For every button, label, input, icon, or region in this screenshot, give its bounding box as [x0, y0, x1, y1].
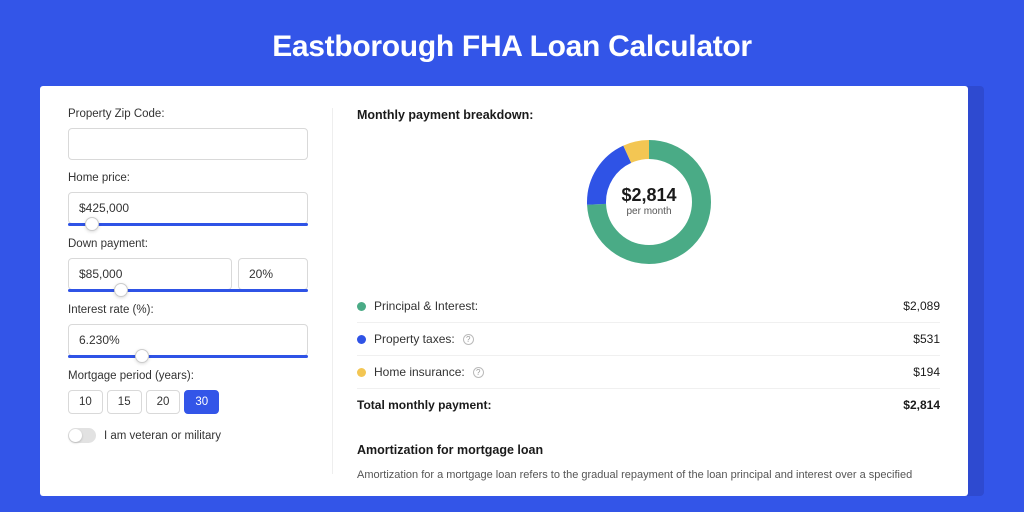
down-payment-slider-thumb[interactable] [114, 283, 128, 297]
legend-label-text: Principal & Interest: [374, 299, 478, 313]
total-row: Total monthly payment: $2,814 [357, 389, 940, 421]
donut-svg: $2,814per month [587, 140, 711, 264]
total-label: Total monthly payment: [357, 398, 491, 412]
breakdown-column: Monthly payment breakdown: $2,814per mon… [332, 108, 940, 474]
legend-value: $2,089 [903, 299, 940, 313]
home-price-label: Home price: [68, 172, 308, 184]
info-icon[interactable]: ? [463, 334, 474, 345]
page-title: Eastborough FHA Loan Calculator [40, 30, 984, 64]
legend-label: Property taxes:? [357, 332, 474, 346]
veteran-row: I am veteran or military [68, 428, 308, 443]
interest-slider[interactable] [68, 355, 308, 358]
interest-input[interactable] [68, 324, 308, 356]
legend: Principal & Interest: $2,089 Property taxe… [357, 290, 940, 389]
down-payment-pct-input[interactable] [238, 258, 308, 290]
legend-dot [357, 368, 366, 377]
zip-input[interactable] [68, 128, 308, 160]
legend-value: $531 [913, 332, 940, 346]
breakdown-title: Monthly payment breakdown: [357, 108, 940, 122]
period-group: Mortgage period (years): 10152030 [68, 370, 308, 414]
zip-label: Property Zip Code: [68, 108, 308, 120]
legend-label-text: Property taxes: [374, 332, 455, 346]
veteran-label: I am veteran or military [104, 430, 221, 442]
period-label: Mortgage period (years): [68, 370, 308, 382]
down-payment-slider[interactable] [68, 289, 308, 292]
home-price-input[interactable] [68, 192, 308, 224]
home-price-slider-thumb[interactable] [85, 217, 99, 231]
period-button-30[interactable]: 30 [184, 390, 219, 414]
legend-label-text: Home insurance: [374, 365, 465, 379]
veteran-toggle-knob [69, 429, 82, 442]
home-price-slider[interactable] [68, 223, 308, 226]
down-payment-group: Down payment: [68, 238, 308, 292]
donut-center-amount: $2,814 [621, 185, 676, 205]
interest-group: Interest rate (%): [68, 304, 308, 358]
legend-value: $194 [913, 365, 940, 379]
legend-row: Principal & Interest: $2,089 [357, 290, 940, 323]
interest-slider-thumb[interactable] [135, 349, 149, 363]
veteran-toggle[interactable] [68, 428, 96, 443]
amortization-text: Amortization for a mortgage loan refers … [357, 467, 940, 484]
down-payment-input[interactable] [68, 258, 232, 290]
period-button-15[interactable]: 15 [107, 390, 142, 414]
down-payment-label: Down payment: [68, 238, 308, 250]
amortization-title: Amortization for mortgage loan [357, 443, 940, 457]
donut-center-sub: per month [626, 206, 671, 217]
legend-dot [357, 335, 366, 344]
legend-label: Home insurance:? [357, 365, 484, 379]
period-button-10[interactable]: 10 [68, 390, 103, 414]
card-shadow: Property Zip Code: Home price: Down paym… [40, 86, 984, 496]
donut-chart: $2,814per month [357, 140, 940, 264]
zip-group: Property Zip Code: [68, 108, 308, 160]
total-value: $2,814 [903, 398, 940, 412]
interest-label: Interest rate (%): [68, 304, 308, 316]
legend-row: Property taxes:? $531 [357, 323, 940, 356]
legend-dot [357, 302, 366, 311]
home-price-group: Home price: [68, 172, 308, 226]
calculator-card: Property Zip Code: Home price: Down paym… [40, 86, 968, 496]
legend-row: Home insurance:? $194 [357, 356, 940, 389]
form-column: Property Zip Code: Home price: Down paym… [68, 108, 308, 474]
legend-label: Principal & Interest: [357, 299, 478, 313]
info-icon[interactable]: ? [473, 367, 484, 378]
period-button-20[interactable]: 20 [146, 390, 181, 414]
period-options: 10152030 [68, 390, 308, 414]
